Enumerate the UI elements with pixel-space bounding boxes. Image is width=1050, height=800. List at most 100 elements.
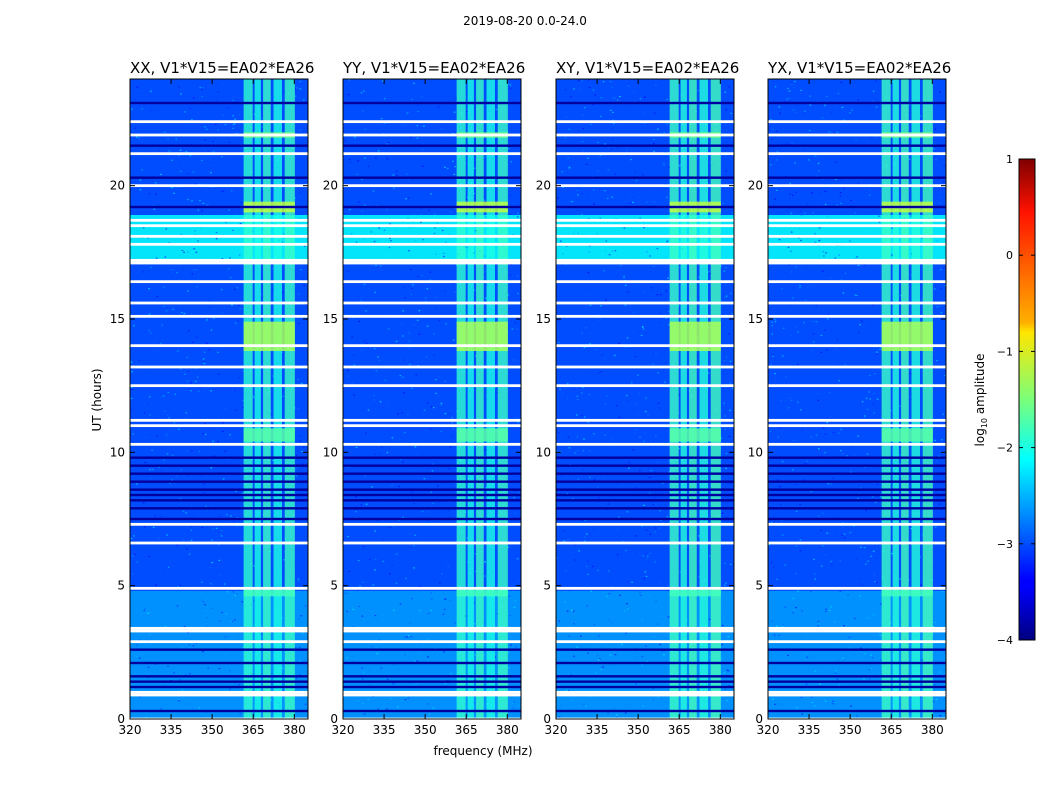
noise-pixel — [725, 452, 728, 454]
noise-pixel — [861, 320, 863, 322]
noise-pixel — [771, 138, 774, 140]
noise-pixel — [803, 322, 805, 324]
noise-pixel — [864, 466, 866, 468]
noise-pixel — [793, 439, 795, 441]
noise-pixel — [484, 156, 486, 158]
dark-row — [556, 488, 734, 491]
noise-pixel — [175, 475, 178, 477]
colorbar-tick-label: −1 — [997, 345, 1013, 358]
noise-pixel — [153, 208, 156, 210]
noise-pixel — [430, 406, 433, 408]
noise-pixel — [192, 341, 195, 343]
noise-pixel — [638, 110, 641, 112]
noise-pixel — [625, 632, 627, 634]
noise-pixel — [212, 569, 214, 571]
noise-pixel — [677, 715, 680, 718]
dark-row — [556, 205, 734, 209]
noise-pixel — [879, 348, 881, 350]
noise-pixel — [358, 320, 360, 323]
noise-pixel — [149, 469, 151, 471]
dark-row — [130, 675, 308, 678]
noise-pixel — [654, 531, 656, 533]
noise-pixel — [189, 673, 191, 675]
noise-pixel — [304, 703, 307, 705]
noise-pixel — [880, 325, 883, 327]
noise-pixel — [603, 592, 605, 594]
noise-pixel — [252, 395, 255, 397]
noise-pixel — [794, 162, 796, 164]
noise-pixel — [162, 395, 165, 397]
noise-pixel — [420, 79, 423, 81]
noise-pixel — [173, 192, 175, 194]
noise-pixel — [805, 652, 808, 654]
noise-pixel — [581, 332, 583, 334]
noise-pixel — [665, 172, 667, 174]
noise-pixel — [659, 582, 661, 584]
noise-pixel — [151, 468, 154, 470]
noise-pixel — [678, 447, 680, 450]
noise-pixel — [190, 529, 192, 531]
noise-pixel — [637, 285, 640, 287]
dark-row — [130, 144, 308, 147]
noise-pixel — [437, 106, 440, 108]
noise-pixel — [599, 318, 601, 320]
noise-pixel — [599, 97, 601, 99]
noise-pixel — [614, 447, 616, 449]
noise-pixel — [823, 329, 826, 331]
noise-pixel — [410, 293, 412, 295]
noise-pixel — [720, 437, 722, 439]
noise-pixel — [776, 567, 779, 569]
noise-pixel — [775, 189, 778, 191]
noise-pixel — [399, 174, 402, 176]
noise-pixel — [374, 291, 377, 293]
noise-pixel — [237, 398, 240, 400]
noise-pixel — [607, 169, 609, 171]
noise-pixel — [788, 100, 791, 102]
flagged-gap — [556, 717, 734, 719]
noise-pixel — [517, 579, 520, 581]
noise-pixel — [853, 525, 855, 527]
noise-pixel — [436, 222, 439, 224]
noise-pixel — [708, 555, 711, 557]
y-tick-label: 20 — [323, 179, 338, 193]
noise-pixel — [346, 142, 349, 144]
noise-pixel — [565, 431, 568, 434]
noise-pixel — [876, 557, 878, 559]
noise-pixel — [409, 533, 411, 535]
noise-pixel — [667, 277, 669, 279]
noise-pixel — [191, 450, 193, 452]
noise-pixel — [466, 110, 468, 112]
noise-pixel — [260, 633, 263, 635]
noise-pixel — [801, 544, 803, 546]
noise-pixel — [562, 186, 564, 188]
noise-pixel — [626, 291, 629, 293]
noise-pixel — [652, 452, 655, 454]
noise-pixel — [863, 264, 866, 266]
noise-pixel — [921, 534, 924, 536]
noise-pixel — [909, 372, 912, 375]
noise-pixel — [161, 447, 164, 449]
noise-pixel — [206, 509, 208, 511]
noise-pixel — [407, 179, 409, 181]
noise-pixel — [430, 592, 432, 594]
noise-pixel — [773, 634, 776, 636]
noise-pixel — [388, 247, 391, 249]
rfi-channel-1 — [467, 79, 474, 719]
noise-pixel — [772, 128, 774, 130]
flagged-gap — [130, 218, 308, 222]
noise-pixel — [420, 426, 422, 428]
noise-pixel — [563, 539, 566, 542]
noise-pixel — [728, 333, 730, 335]
noise-pixel — [420, 642, 422, 645]
noise-pixel — [909, 646, 911, 648]
noise-pixel — [727, 669, 729, 672]
noise-pixel — [379, 265, 382, 267]
noise-pixel — [795, 191, 797, 193]
noise-pixel — [771, 321, 773, 323]
noise-pixel — [612, 122, 615, 124]
noise-pixel — [346, 466, 349, 468]
noise-pixel — [601, 354, 603, 356]
noise-pixel — [382, 560, 385, 562]
noise-pixel — [215, 238, 218, 240]
noise-pixel — [721, 314, 724, 316]
